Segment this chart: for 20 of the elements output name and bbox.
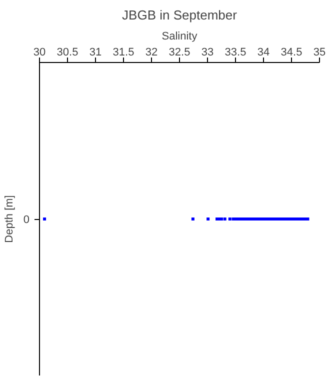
point xyxy=(191,218,194,220)
point xyxy=(228,218,232,220)
chart-title: JBGB in September xyxy=(122,8,238,22)
x-tick-label: 34.5 xyxy=(280,46,302,58)
y-axis-title: Depth [m] xyxy=(3,195,16,243)
x-tick-label: 31.5 xyxy=(112,46,134,58)
x-axis-title: Salinity xyxy=(162,30,198,42)
x-tick-label: 34 xyxy=(257,46,270,58)
x-tick-label: 32.5 xyxy=(168,46,190,58)
x-tick-label: 30 xyxy=(33,46,46,58)
x-tick-label: 30.5 xyxy=(56,46,78,58)
point xyxy=(223,218,226,220)
x-tick-label: 35 xyxy=(313,46,326,58)
y-tick-label: 0 xyxy=(23,214,30,226)
x-tick-label: 32 xyxy=(145,46,158,58)
point xyxy=(43,218,46,220)
x-tick-label: 31 xyxy=(89,46,102,58)
x-tick-label: 33.5 xyxy=(224,46,246,58)
point xyxy=(206,218,210,220)
x-tick-label: 33 xyxy=(201,46,214,58)
